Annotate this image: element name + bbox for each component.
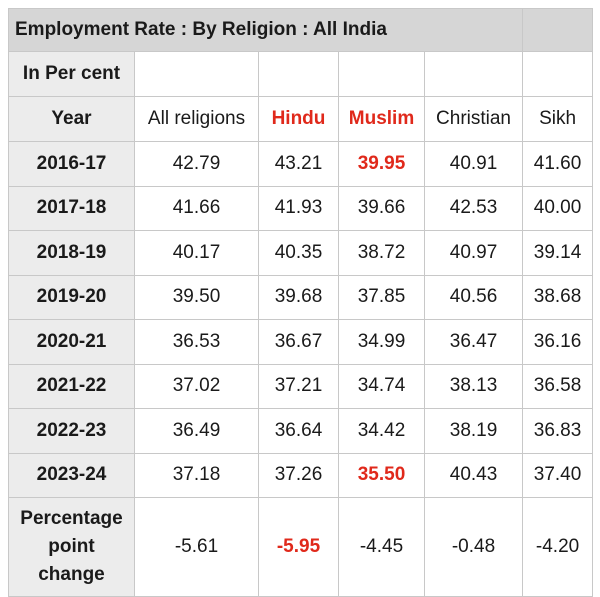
year-cell: 2022-23 — [8, 408, 135, 454]
value-cell: 36.83 — [522, 408, 594, 454]
value-cell: 38.13 — [423, 363, 524, 409]
value-cell: 40.97 — [423, 230, 524, 276]
column-header-hindu: Hindu — [258, 96, 339, 142]
unit-row: In Per cent — [8, 51, 594, 97]
value-cell: 39.66 — [338, 185, 425, 231]
title-row: Employment Rate : By Religion : All Indi… — [7, 8, 594, 52]
value-cell: 39.68 — [258, 274, 339, 320]
table-row: 2023-24 37.18 37.26 35.50 40.43 37.40 — [8, 452, 594, 498]
table-title: Employment Rate : By Religion : All Indi… — [7, 8, 524, 52]
header-row: Year All religions Hindu Muslim Christia… — [8, 96, 594, 142]
value-cell: 34.74 — [338, 363, 425, 409]
value-cell: 38.72 — [338, 230, 425, 276]
value-cell: 37.18 — [134, 452, 259, 498]
value-cell: 40.00 — [522, 185, 594, 231]
year-cell: 2016-17 — [8, 141, 135, 187]
value-cell: 37.85 — [338, 274, 425, 320]
table-row: 2021-22 37.02 37.21 34.74 38.13 36.58 — [8, 363, 594, 409]
value-cell: 34.42 — [338, 408, 425, 454]
change-row: Percentage point change -5.61 -5.95 -4.4… — [8, 497, 594, 597]
year-cell: 2023-24 — [8, 452, 135, 498]
value-cell: 40.17 — [134, 230, 259, 276]
value-cell: 43.21 — [258, 141, 339, 187]
change-value-cell: -4.45 — [338, 497, 425, 597]
change-label-line: point — [48, 536, 95, 557]
change-label: Percentage point change — [8, 497, 135, 597]
value-cell: 40.56 — [423, 274, 524, 320]
employment-rate-table: Employment Rate : By Religion : All Indi… — [7, 8, 594, 597]
year-cell: 2019-20 — [8, 274, 135, 320]
value-cell: 40.43 — [423, 452, 524, 498]
value-cell: 38.19 — [423, 408, 524, 454]
table-row: 2017-18 41.66 41.93 39.66 42.53 40.00 — [8, 185, 594, 231]
value-cell: 40.91 — [423, 141, 524, 187]
column-header-muslim: Muslim — [338, 96, 425, 142]
value-cell: 41.60 — [522, 141, 594, 187]
value-cell: 38.68 — [522, 274, 594, 320]
table-row: 2020-21 36.53 36.67 34.99 36.47 36.16 — [8, 319, 594, 365]
empty-cell — [423, 51, 524, 97]
column-header-all-religions: All religions — [134, 96, 259, 142]
table-row: 2022-23 36.49 36.64 34.42 38.19 36.83 — [8, 408, 594, 454]
unit-label: In Per cent — [8, 51, 135, 97]
value-cell: 34.99 — [338, 319, 425, 365]
empty-cell — [338, 51, 425, 97]
value-cell: 36.49 — [134, 408, 259, 454]
value-cell-highlighted: 35.50 — [338, 452, 425, 498]
column-header-christian: Christian — [423, 96, 524, 142]
year-header: Year — [8, 96, 135, 142]
value-cell: 36.53 — [134, 319, 259, 365]
change-value-cell-highlighted: -5.95 — [258, 497, 339, 597]
value-cell: 37.02 — [134, 363, 259, 409]
year-cell: 2017-18 — [8, 185, 135, 231]
change-value-cell: -0.48 — [423, 497, 524, 597]
year-cell: 2018-19 — [8, 230, 135, 276]
value-cell: 37.21 — [258, 363, 339, 409]
change-label-line: Percentage — [20, 508, 123, 529]
table-row: 2016-17 42.79 43.21 39.95 40.91 41.60 — [8, 141, 594, 187]
empty-cell — [522, 51, 594, 97]
value-cell: 36.47 — [423, 319, 524, 365]
change-value-cell: -4.20 — [522, 497, 594, 597]
table-row: 2019-20 39.50 39.68 37.85 40.56 38.68 — [8, 274, 594, 320]
empty-cell — [258, 51, 339, 97]
value-cell: 37.40 — [522, 452, 594, 498]
value-cell: 36.58 — [522, 363, 594, 409]
title-row-filler — [522, 8, 594, 52]
value-cell: 36.64 — [258, 408, 339, 454]
change-label-line: change — [38, 564, 105, 585]
year-cell: 2021-22 — [8, 363, 135, 409]
change-value-cell: -5.61 — [134, 497, 259, 597]
value-cell: 42.79 — [134, 141, 259, 187]
table-row: 2018-19 40.17 40.35 38.72 40.97 39.14 — [8, 230, 594, 276]
value-cell: 36.16 — [522, 319, 594, 365]
value-cell: 37.26 — [258, 452, 339, 498]
value-cell: 36.67 — [258, 319, 339, 365]
value-cell-highlighted: 39.95 — [338, 141, 425, 187]
value-cell: 41.93 — [258, 185, 339, 231]
value-cell: 41.66 — [134, 185, 259, 231]
year-cell: 2020-21 — [8, 319, 135, 365]
value-cell: 39.14 — [522, 230, 594, 276]
empty-cell — [134, 51, 259, 97]
value-cell: 42.53 — [423, 185, 524, 231]
value-cell: 40.35 — [258, 230, 339, 276]
column-header-sikh: Sikh — [522, 96, 594, 142]
value-cell: 39.50 — [134, 274, 259, 320]
